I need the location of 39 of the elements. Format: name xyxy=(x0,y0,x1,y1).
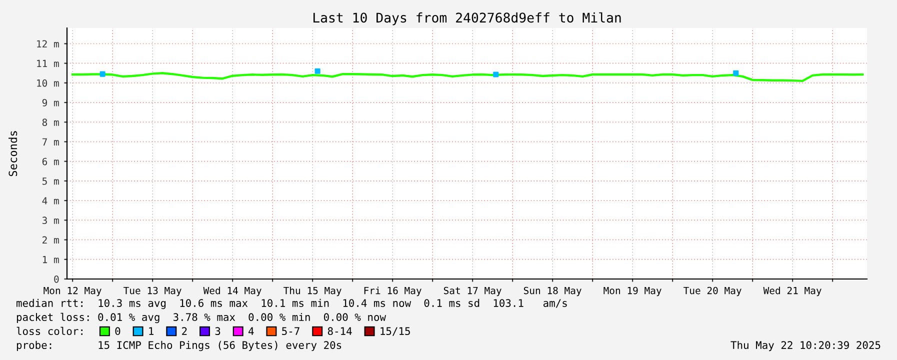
y-tick-label: 11 m xyxy=(37,60,59,68)
y-tick-label: 9 m xyxy=(42,99,59,106)
y-tick-label: 10 m xyxy=(37,79,59,87)
y-tick-label: 1 m xyxy=(42,256,59,264)
text: median rtt: 10.3 ms avg 10.6 ms max 10.1 ms min 10.4 ms now 0.1 ms sd 103.1 am/s xyxy=(16,298,567,310)
x-tick-label: Fri 16 May xyxy=(364,286,422,296)
legend-label: 3 xyxy=(215,327,220,336)
legend-label: 4 xyxy=(248,327,254,335)
legend-label: 0 xyxy=(115,327,120,336)
legend-label: 1 xyxy=(149,327,154,335)
x-tick-label: Sat 17 May xyxy=(444,286,502,296)
y-axis-title: Seconds xyxy=(8,131,18,176)
y-tick-label: 7 m xyxy=(42,138,59,146)
line-series xyxy=(71,72,864,82)
text: Thu May 22 10:20:39 2025 xyxy=(730,340,880,352)
y-tick-label: 2 m xyxy=(42,236,59,244)
legend-title: loss color: xyxy=(16,326,82,336)
y-tick-label: 8 m xyxy=(42,118,59,126)
x-tick-label: Tue 20 May xyxy=(684,286,742,296)
x-tick-label: Mon 19 May xyxy=(604,286,662,296)
legend-label: 15/15 xyxy=(380,327,410,336)
y-tick-label: 5 m xyxy=(42,178,59,185)
y-tick-label: 12 m xyxy=(37,40,59,48)
text: probe: 15 ICMP Echo Pings (56 Bytes) every 20s xyxy=(16,340,342,352)
x-tick-label: Tue 13 May xyxy=(124,286,182,296)
x-tick-label: Wed 21 May xyxy=(763,286,822,296)
legend-label: 2 xyxy=(182,327,187,335)
y-tick-label: 4 m xyxy=(42,197,59,204)
chart-title: Last 10 Days from 2402768d9eff to Milan xyxy=(313,12,621,26)
y-tick-label: 3 m xyxy=(42,216,59,224)
y-tick-label: 6 m xyxy=(42,158,59,166)
text: packet loss: 0.01 % avg 3.78 % max 0.00 % min 0.00 % now xyxy=(16,312,386,324)
y-tick-label: 0 xyxy=(54,276,59,283)
legend-label: 5-7 xyxy=(282,327,300,336)
x-tick-label: Mon 12 May xyxy=(44,286,102,296)
x-tick-label: Wed 14 May xyxy=(203,286,262,296)
legend-label: 8-14 xyxy=(328,327,352,336)
x-tick-label: Thu 15 May xyxy=(284,286,342,296)
x-tick-label: Sun 18 May xyxy=(524,286,582,296)
